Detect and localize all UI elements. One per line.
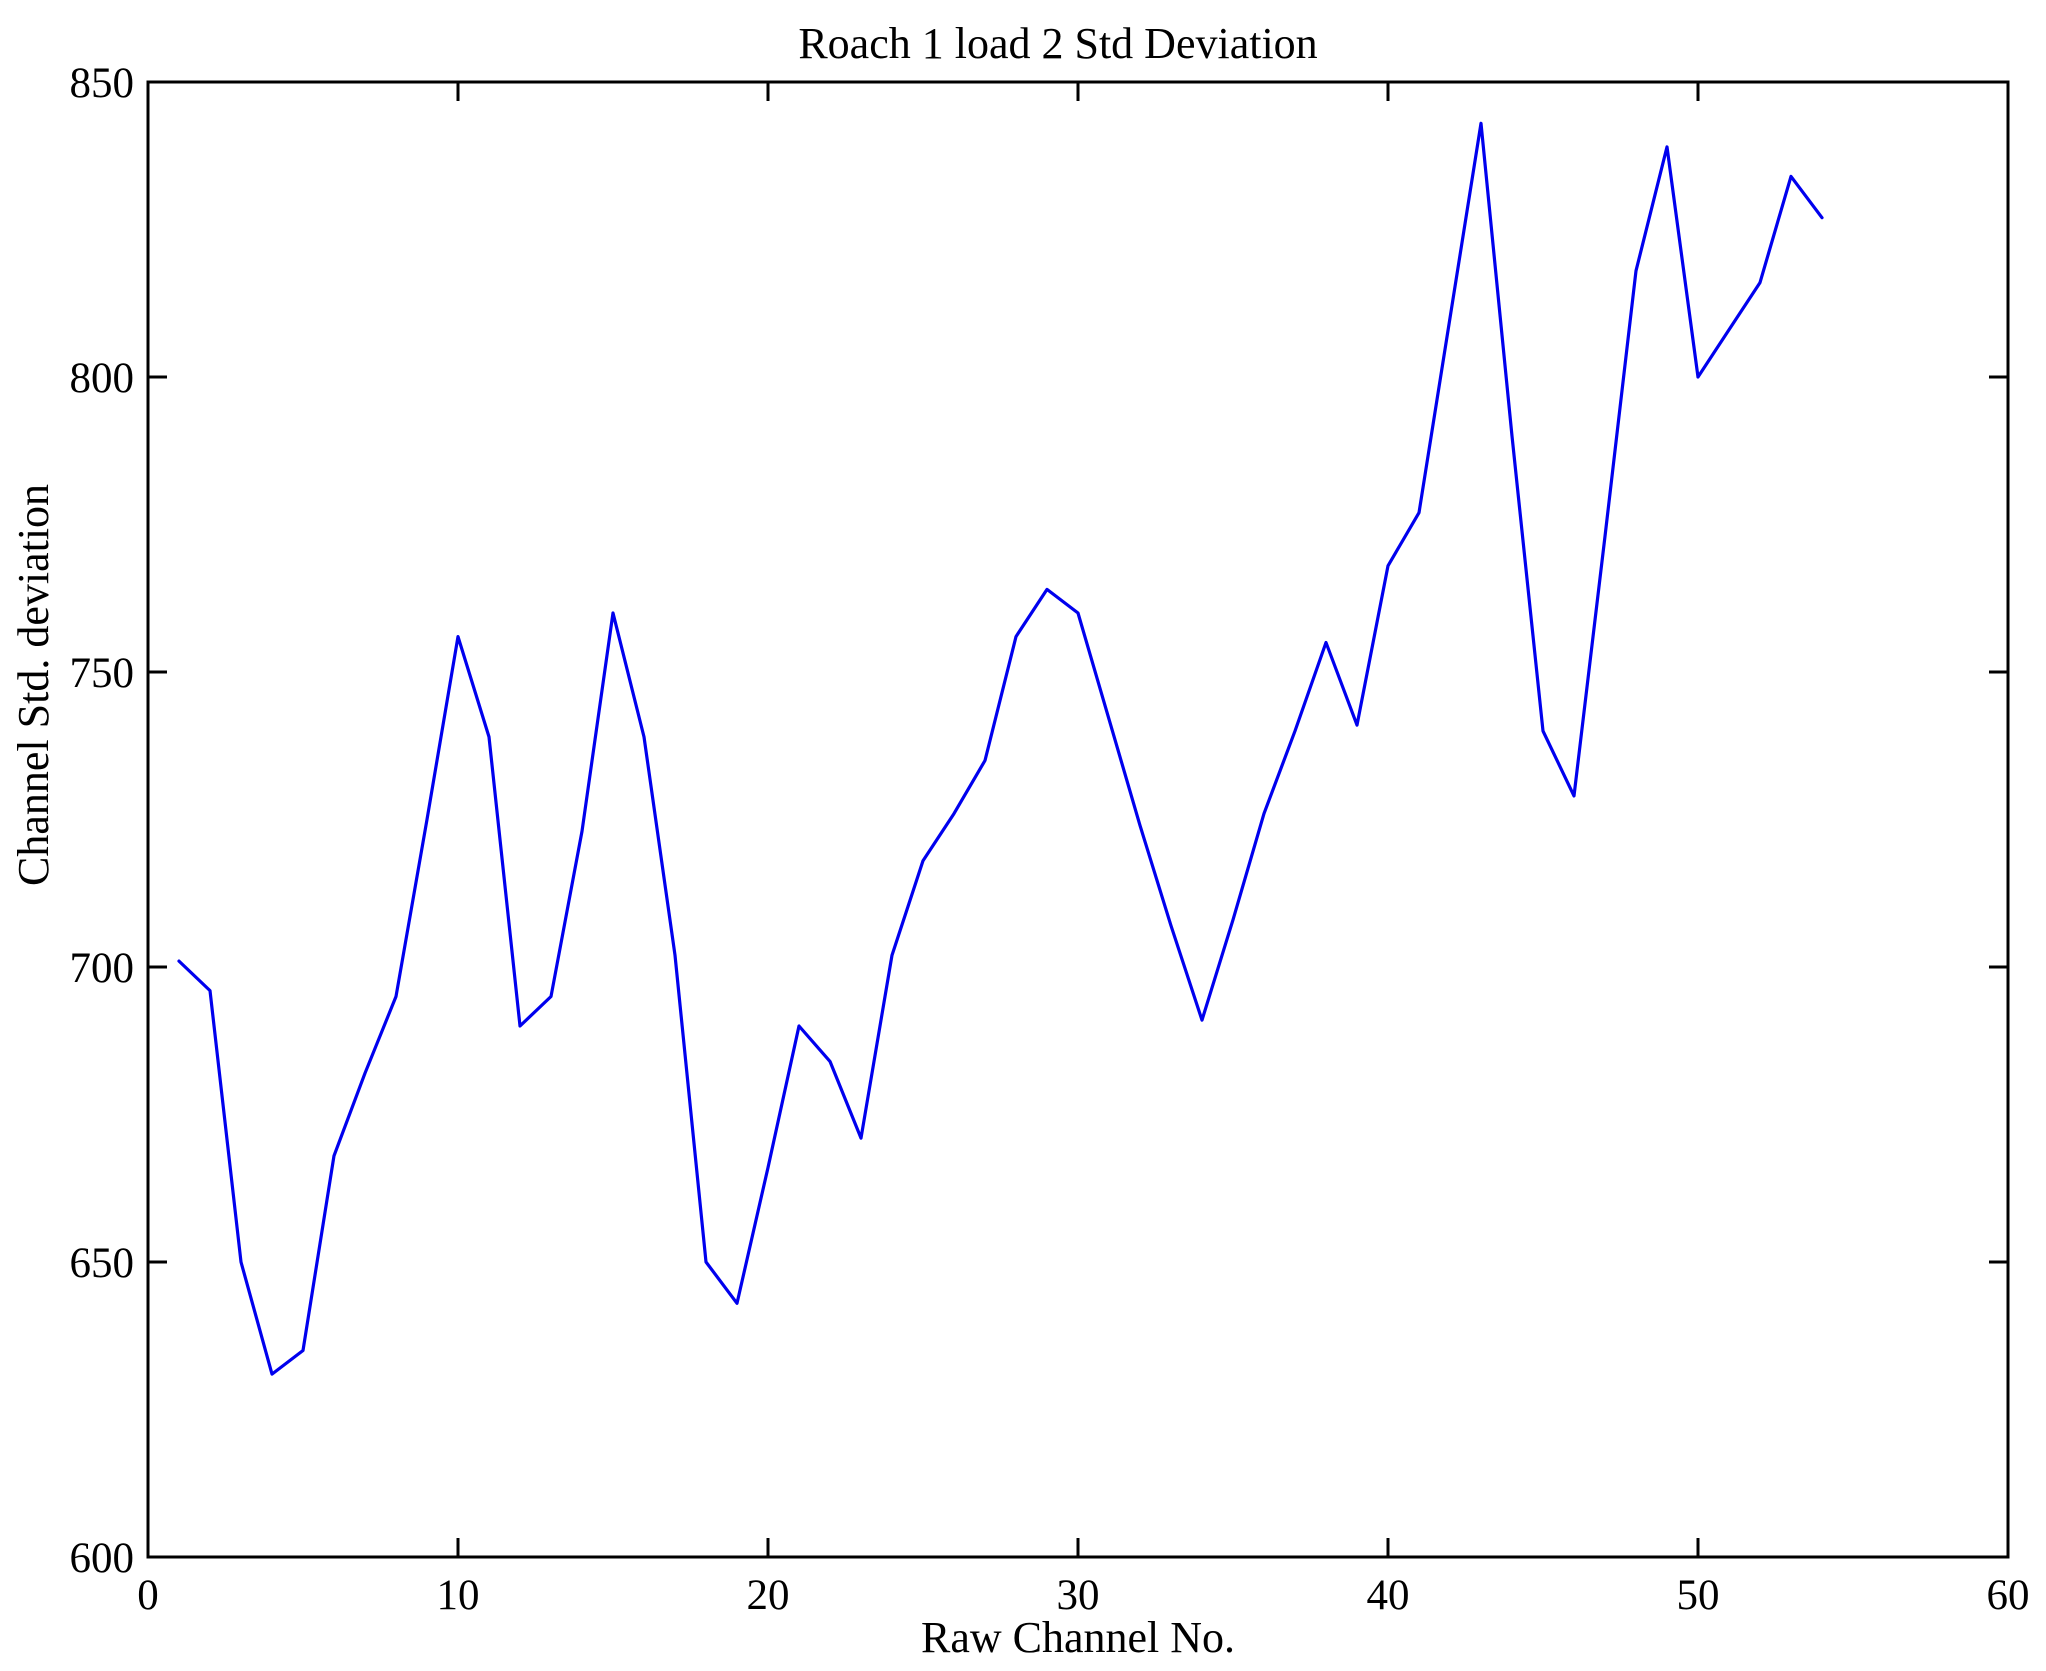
y-tick-label: 750: [70, 650, 135, 697]
x-axis-label: Raw Channel No.: [920, 1613, 1236, 1662]
x-tick-label: 30: [1057, 1572, 1100, 1619]
y-tick-label: 800: [70, 355, 135, 402]
x-tick-label: 20: [747, 1572, 790, 1619]
y-tick-label: 600: [70, 1535, 135, 1582]
x-tick-label: 10: [437, 1572, 480, 1619]
chart-title-text: Roach 1 load 2 Std Deviation: [798, 19, 1318, 68]
y-tick-label: 700: [70, 945, 135, 992]
x-tick-label: 50: [1677, 1572, 1720, 1619]
y-tick-label: 850: [70, 60, 135, 107]
data-line: [177, 121, 1824, 1376]
chart-title: Roach 1 load 2 Std Deviation: [0, 18, 2046, 69]
x-tick-label: 0: [137, 1572, 159, 1619]
y-tick-label: 650: [70, 1240, 135, 1287]
x-tick-label: 40: [1367, 1572, 1410, 1619]
x-tick-label: 60: [1987, 1572, 2030, 1619]
